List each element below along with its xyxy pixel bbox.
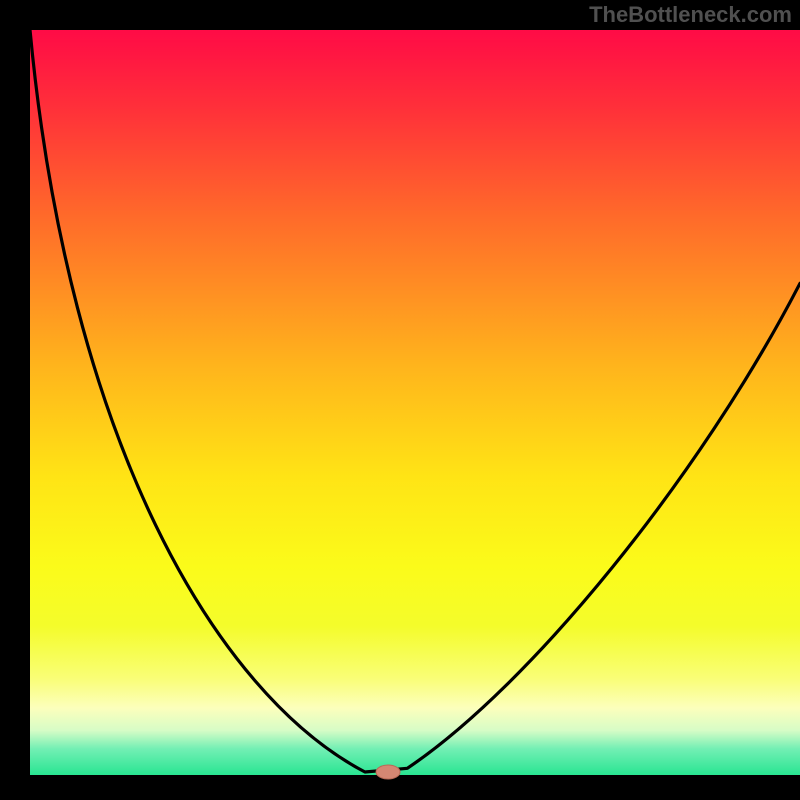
gradient-background xyxy=(30,30,800,775)
watermark-text: TheBottleneck.com xyxy=(589,2,792,28)
bottleneck-chart xyxy=(0,0,800,800)
valley-marker xyxy=(376,765,400,779)
chart-container: TheBottleneck.com xyxy=(0,0,800,800)
